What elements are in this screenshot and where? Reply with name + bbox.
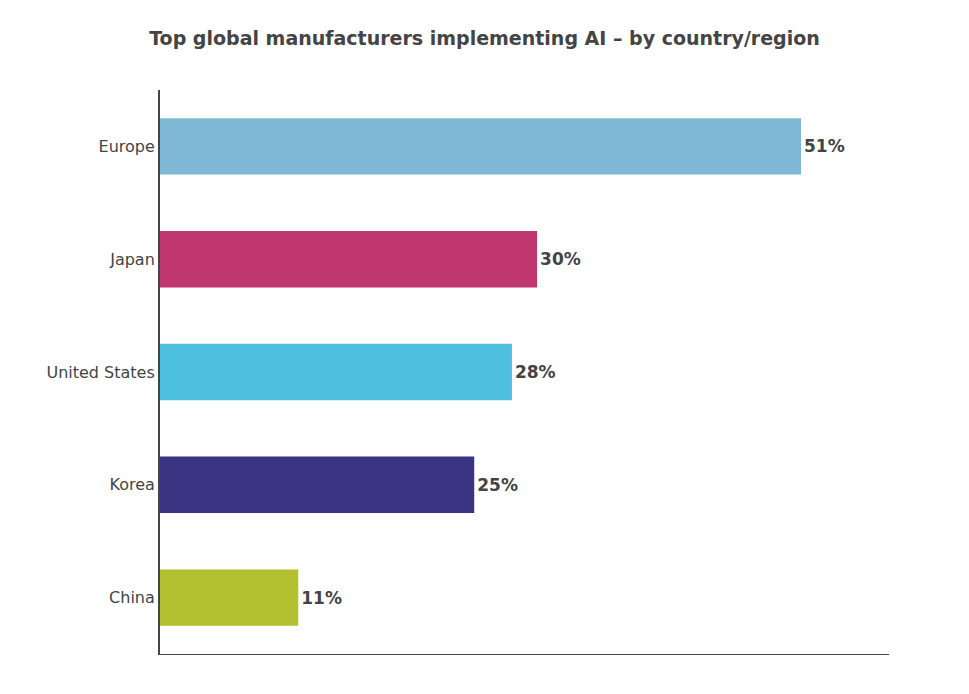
svg-text:28%: 28% [515,362,556,382]
svg-text:China: China [109,588,155,607]
svg-text:United States: United States [46,363,154,382]
svg-text:11%: 11% [301,588,342,608]
svg-text:51%: 51% [804,136,845,156]
svg-text:Japan: Japan [109,250,155,269]
svg-text:Top global manufacturers imple: Top global manufacturers implementing AI… [149,27,820,49]
svg-text:Korea: Korea [109,475,154,494]
svg-text:30%: 30% [540,249,581,269]
svg-text:25%: 25% [477,475,518,495]
svg-text:Europe: Europe [99,137,155,156]
